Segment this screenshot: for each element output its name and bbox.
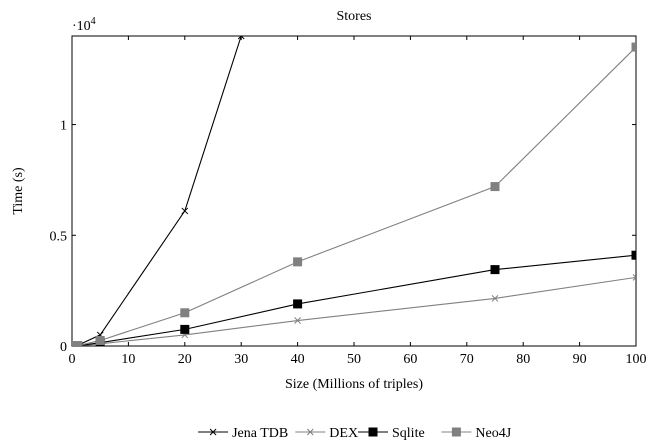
x-tick-label: 70 xyxy=(460,352,474,367)
legend-marker-sqlite xyxy=(368,427,378,437)
series-line-neo4j xyxy=(72,46,636,346)
series-line-sqlite xyxy=(72,254,636,346)
x-tick-label: 0 xyxy=(69,352,76,367)
y-axis-label: Time (s) xyxy=(11,167,26,215)
data-point-dex xyxy=(294,317,301,324)
data-point-dex xyxy=(632,274,636,281)
data-point-neo4j xyxy=(490,182,500,192)
data-point-neo4j xyxy=(73,341,83,346)
x-tick-label: 30 xyxy=(234,352,248,367)
x-tick-label: 10 xyxy=(121,352,135,367)
legend-label-sqlite: Sqlite xyxy=(392,426,425,441)
x-tick-label: 40 xyxy=(291,352,305,367)
y-tick-label: 0 xyxy=(60,340,67,355)
y-tick-label: 1 xyxy=(60,119,67,134)
legend-item-dex: DEX xyxy=(295,426,358,441)
series-line-jena-tdb xyxy=(72,36,242,346)
x-tick-label: 50 xyxy=(347,352,361,367)
legend: Jena TDB DEX Sqlite Neo4J xyxy=(198,426,512,441)
data-point-sqlite xyxy=(490,265,500,275)
y-tick-label: 0.5 xyxy=(50,229,68,244)
data-point-neo4j xyxy=(180,308,190,318)
legend-marker-jena-tdb xyxy=(209,428,217,436)
legend-label-jena-tdb: Jena TDB xyxy=(232,426,288,441)
data-point-sqlite xyxy=(293,299,303,309)
x-tick-label: 20 xyxy=(178,352,192,367)
legend-label-dex: DEX xyxy=(329,426,358,441)
data-point-neo4j xyxy=(293,257,303,267)
data-point-neo4j xyxy=(631,42,636,52)
x-tick-label: 60 xyxy=(403,352,417,367)
legend-marker-neo4j xyxy=(451,427,461,437)
y-axis: 00.51 xyxy=(50,119,636,355)
data-point-jena-tdb xyxy=(237,36,245,40)
data-point-dex xyxy=(491,295,499,302)
marker-layer xyxy=(72,36,636,346)
plot-frame xyxy=(71,35,637,347)
x-tick-label: 80 xyxy=(516,352,530,367)
y-multiplier-base: ·10 xyxy=(72,19,91,34)
legend-item-neo4j: Neo4J xyxy=(441,426,512,441)
legend-item-jena-tdb: Jena TDB xyxy=(198,426,288,441)
data-point-sqlite xyxy=(180,324,190,334)
x-axis: 0 10 20 30 40 50 60 70 80 90 100 xyxy=(69,36,647,367)
legend-label-neo4j: Neo4J xyxy=(475,426,511,441)
plot-area: 0 10 20 30 40 50 60 70 80 90 100 00.51 xyxy=(50,35,647,367)
legend-item-sqlite: Sqlite xyxy=(358,426,425,441)
chart-title: Stores xyxy=(337,9,372,24)
series-line-dex xyxy=(72,276,636,346)
data-point-jena-tdb xyxy=(181,207,189,215)
data-point-sqlite xyxy=(631,250,636,260)
data-point-neo4j xyxy=(95,335,105,345)
legend-marker-dex xyxy=(306,428,314,436)
y-multiplier: ·104 xyxy=(72,16,96,34)
series-layer xyxy=(72,36,636,346)
y-multiplier-exponent: 4 xyxy=(91,16,96,27)
x-axis-label: Size (Millions of triples) xyxy=(285,377,423,392)
x-tick-label: 90 xyxy=(573,352,587,367)
x-tick-label: 100 xyxy=(626,352,647,367)
